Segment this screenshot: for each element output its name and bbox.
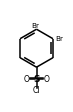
Text: Br: Br [55,36,63,42]
Text: Br: Br [31,23,39,29]
Text: O: O [44,74,50,83]
Text: S: S [33,74,40,83]
Text: Cl: Cl [33,85,40,94]
Text: O: O [23,74,29,83]
